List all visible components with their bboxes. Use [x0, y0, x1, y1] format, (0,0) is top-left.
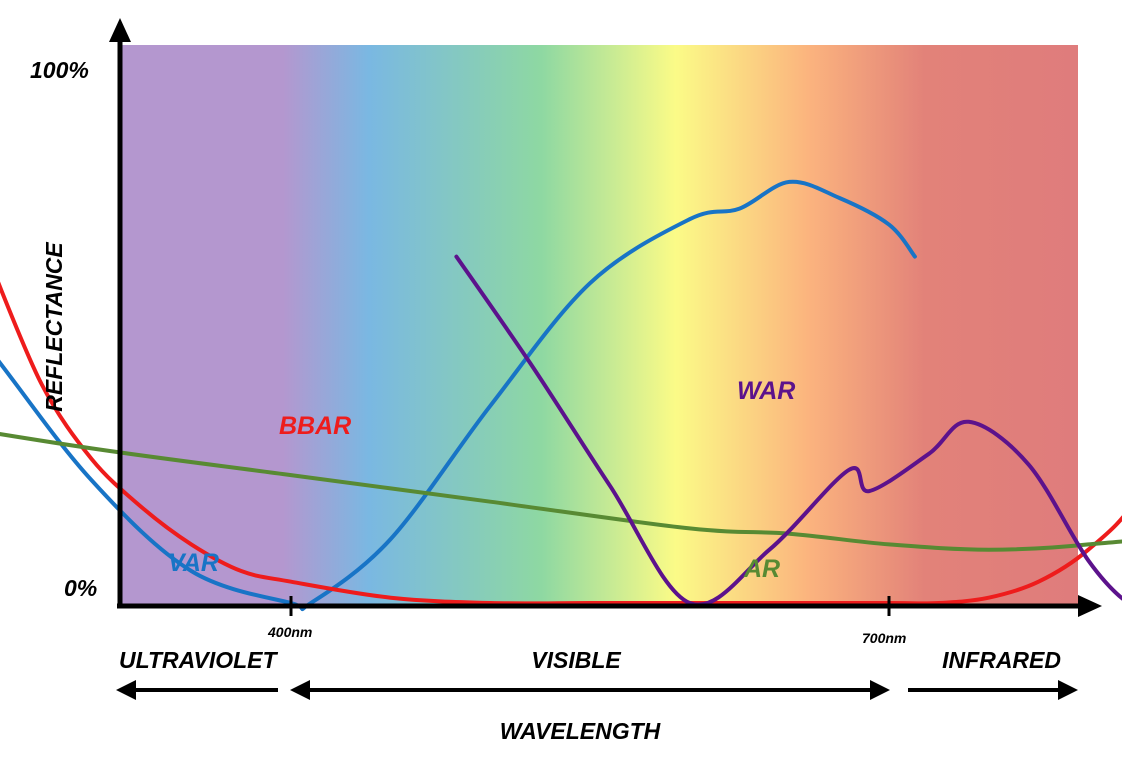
- visible-arrowhead-left: [290, 680, 310, 700]
- x-tick-label-400nm: 400nm: [267, 624, 312, 640]
- curve-label-bbar: BBAR: [279, 412, 351, 440]
- curve-label-ar: AR: [743, 555, 780, 583]
- y-axis-arrowhead: [109, 18, 131, 42]
- visible-arrowhead-right: [870, 680, 890, 700]
- region-arrows: [116, 680, 1078, 700]
- infrared-arrowhead: [1058, 680, 1078, 700]
- y-tick-label-100: 100%: [30, 57, 89, 83]
- y-axis-label: REFLECTANCE: [41, 242, 67, 412]
- x-axis-arrowhead: [1078, 595, 1102, 617]
- curve-label-war: WAR: [737, 377, 795, 405]
- region-label-infrared: INFRARED: [942, 647, 1061, 673]
- x-axis-label: WAVELENGTH: [500, 718, 661, 744]
- curve-label-var: VAR: [168, 549, 219, 577]
- series-line-bbar: [0, 281, 1122, 606]
- region-label-visible: VISIBLE: [531, 647, 621, 673]
- y-tick-label-0: 0%: [64, 575, 97, 601]
- region-label-ultraviolet: ULTRAVIOLET: [119, 647, 279, 673]
- spectrum-background: [120, 45, 1078, 605]
- ultraviolet-arrowhead: [116, 680, 136, 700]
- x-tick-label-700nm: 700nm: [862, 630, 906, 646]
- series-line-var: [0, 179, 917, 612]
- series-line-ar: [0, 432, 1122, 552]
- series-line-war: [454, 254, 1122, 607]
- curves-layer: [0, 179, 1122, 612]
- axes: [109, 18, 1102, 617]
